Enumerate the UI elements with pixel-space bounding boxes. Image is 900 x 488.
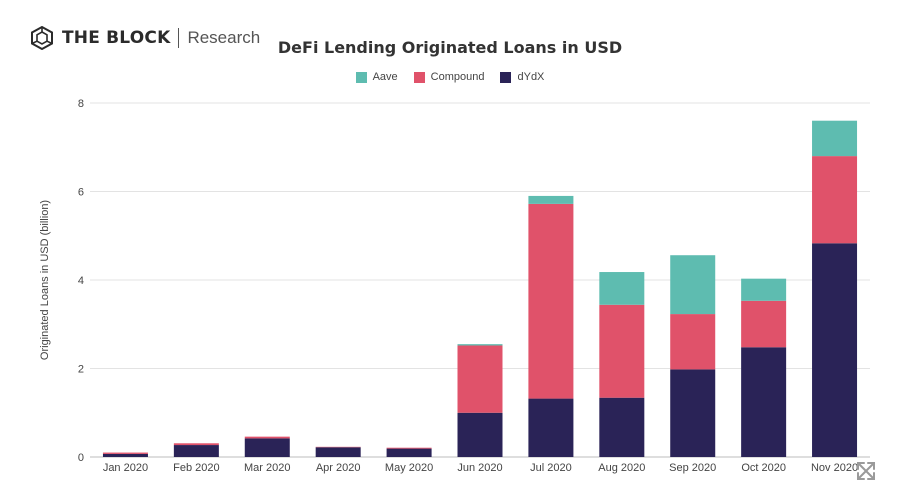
bar-dydx [528,398,574,457]
x-tick-label: May 2020 [385,462,433,474]
bar-dydx [812,243,858,457]
bar-dydx [457,412,503,457]
bar-compound [244,436,290,439]
bar-compound [173,443,219,446]
y-tick-label: 0 [78,452,84,464]
bar-dydx [670,369,716,457]
bar-dydx [741,347,787,457]
legend-swatch [413,71,425,83]
bar-dydx [386,448,432,457]
expand-arrows-icon[interactable] [855,460,877,482]
legend-item-compound: Compound [413,71,485,83]
bar-compound [457,345,503,413]
bar-aave [741,278,787,301]
bar-compound [741,300,787,348]
the-block-logo-icon [31,26,53,50]
chart-title: DeFi Lending Originated Loans in USD [277,38,623,57]
x-tick-label: Nov 2020 [811,462,858,474]
bar-compound [812,156,858,244]
y-tick-label: 4 [78,275,84,287]
bar-aave [457,344,503,346]
bar-aave [599,272,645,305]
bar-dydx [599,397,645,457]
bar-dydx [102,453,148,457]
bar-aave [528,195,574,204]
bar-compound [670,314,716,370]
bar-aave [812,120,858,157]
brand-header: THE BLOCK Research [30,24,260,52]
legend-item-dydx: dYdX [500,71,544,83]
x-tick-label: Jul 2020 [530,462,572,474]
brand-divider [178,28,180,48]
y-tick-label: 6 [78,187,84,199]
y-tick-label: 2 [78,364,84,376]
x-tick-label: Mar 2020 [244,462,290,474]
bar-dydx [315,447,361,457]
y-tick-label: 8 [78,98,84,110]
legend-swatch [355,71,367,83]
bar-aave [670,255,716,315]
bar-compound [528,203,574,399]
bar-dydx [173,445,219,457]
x-tick-label: Feb 2020 [173,462,219,474]
x-tick-label: Oct 2020 [741,462,786,474]
bar-compound [599,304,645,398]
legend-item-aave: Aave [355,71,398,83]
x-tick-label: Sep 2020 [669,462,716,474]
bar-compound [102,452,148,454]
x-tick-label: Aug 2020 [598,462,645,474]
legend-label: Aave [372,71,398,83]
brand-subtitle: Research [187,28,261,47]
bar-dydx [244,438,290,457]
legend-swatch [500,71,512,83]
x-tick-label: Jan 2020 [103,462,148,474]
legend-label: dYdX [517,71,545,83]
bar-compound [386,447,432,449]
chart-legend: Aave Compound dYdX [0,71,900,83]
legend-label: Compound [430,71,485,83]
x-tick-label: Apr 2020 [316,462,361,474]
x-tick-label: Jun 2020 [457,462,502,474]
brand-name: THE BLOCK [62,28,171,48]
